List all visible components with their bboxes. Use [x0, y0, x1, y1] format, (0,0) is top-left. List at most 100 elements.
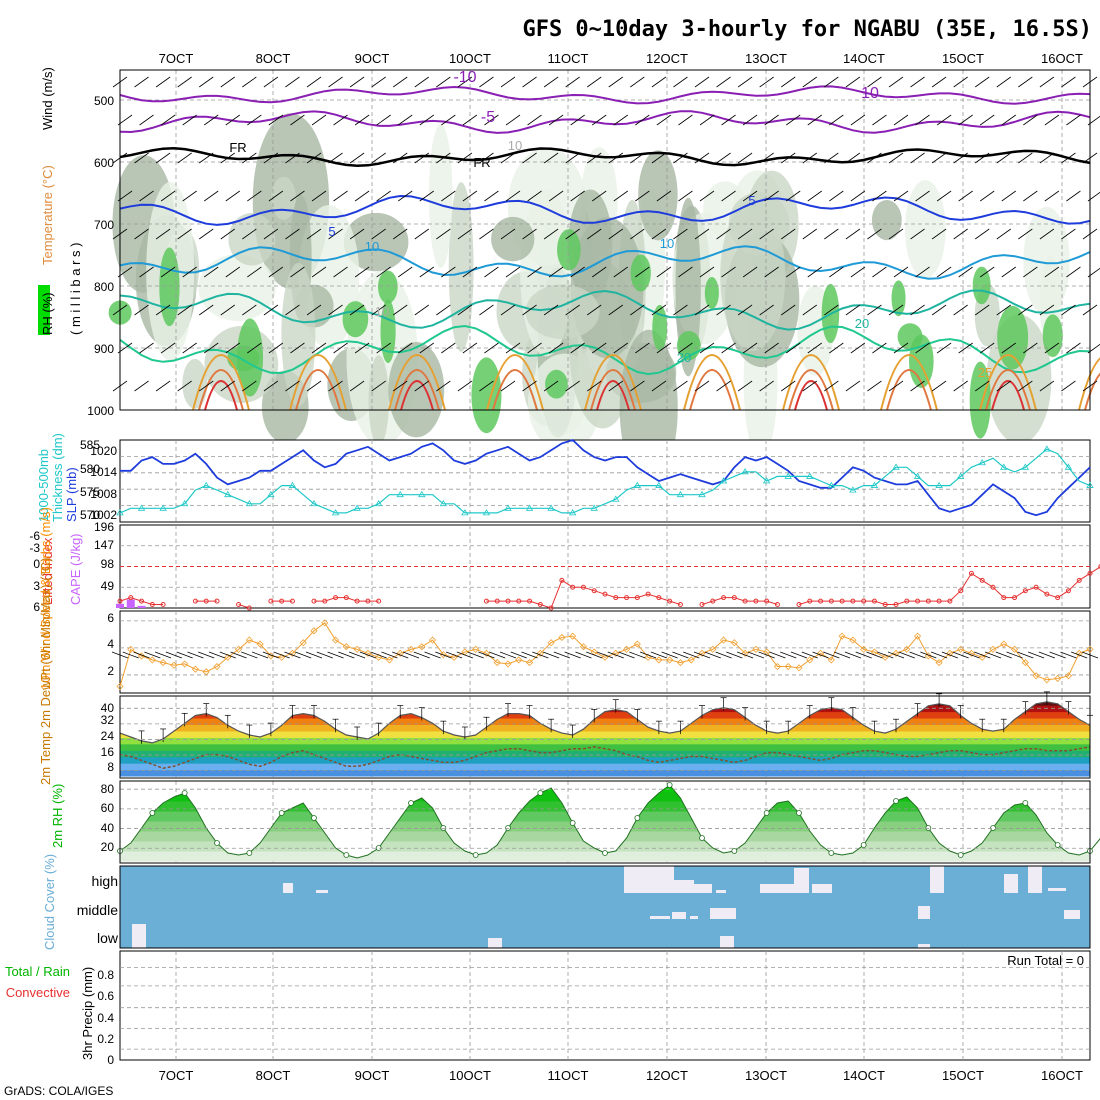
wind-speed-marker [299, 639, 307, 647]
wind-barb [333, 190, 348, 202]
wind-barb [247, 190, 262, 202]
wind-barb [565, 152, 580, 164]
wind-barb [338, 651, 355, 659]
wind-barb [737, 228, 753, 240]
li-marker [322, 598, 328, 604]
wind-barb [910, 304, 925, 316]
wind-speed-marker [493, 659, 501, 667]
wind-barb [699, 266, 715, 278]
temp-line [119, 701, 1091, 744]
wind-barb [764, 266, 779, 278]
wind-barb [242, 76, 257, 88]
wind-barb [548, 114, 564, 126]
wind-barb [543, 76, 559, 88]
contour-label: FR [229, 140, 246, 155]
wind-barb [155, 228, 171, 240]
wind-speed-marker [579, 643, 588, 651]
rh2m-marker [569, 820, 576, 826]
li-marker [365, 598, 371, 604]
thickness-marker [202, 481, 210, 488]
wind-speed-marker [224, 653, 232, 661]
wind-barb [457, 76, 473, 88]
wind-barb [111, 651, 129, 659]
wind-barb [764, 114, 779, 126]
wind-barb [290, 266, 305, 278]
bottom-date-axis: 7OCT 8OCT 9OCT 10OCT 11OCT 12OCT 13OCT 14OCT 15O… [159, 1068, 1083, 1083]
rh2m-marker [278, 810, 285, 816]
wind-barb [134, 304, 149, 316]
wind-barb [436, 152, 451, 164]
thickness-marker [374, 500, 383, 507]
rh2m-marker [828, 850, 835, 856]
wind-barb [198, 76, 214, 88]
wind-speed-marker [245, 636, 253, 644]
wind-barb [177, 380, 192, 392]
wind-barb [225, 342, 241, 354]
li-marker [677, 602, 683, 608]
warm-isotherm [788, 369, 834, 411]
wind-speed-marker [482, 649, 491, 657]
wind-barb [716, 152, 731, 164]
wind-barb [591, 114, 607, 126]
wind-speed-marker [159, 659, 167, 667]
wind-barb [479, 304, 494, 316]
li-label: Lifted Index [40, 537, 55, 605]
wind-barb [548, 266, 564, 278]
wind-speed-marker [784, 662, 792, 671]
rh-shade-blob [343, 212, 409, 272]
wind-speed-marker [1054, 674, 1062, 683]
wind-barb [376, 342, 391, 354]
wind-barb [208, 651, 226, 659]
wind-barb [306, 304, 322, 316]
wind-barb [543, 228, 559, 240]
rh2m-marker [408, 800, 414, 806]
wind-barb [134, 380, 149, 392]
wind-barb [742, 114, 758, 126]
wind-barb [564, 651, 581, 659]
wind-barb [608, 380, 624, 392]
slp-tick-label: 1008 [90, 487, 117, 501]
li-marker [850, 598, 856, 604]
temp-band [120, 737, 1090, 745]
wind-barb [441, 190, 456, 202]
top-date-label: 13OCT [745, 51, 787, 66]
li-marker [527, 598, 533, 604]
wind-barb [441, 114, 456, 126]
rh2m-marker [957, 852, 964, 858]
thickness-marker [870, 481, 879, 488]
wind-barb [915, 114, 930, 126]
wind-barb [220, 304, 236, 316]
wind-barb [505, 114, 521, 126]
wind-barb [553, 651, 571, 659]
wind-barb [220, 76, 236, 88]
li-marker [1012, 595, 1018, 601]
wind-barb [467, 651, 484, 659]
wind-barb [910, 152, 925, 164]
rh-shade-blob [491, 216, 535, 262]
wind-barb [160, 114, 176, 126]
wind-barb [651, 152, 667, 164]
wind-barb [1001, 114, 1017, 126]
rh-high-blob [972, 266, 991, 305]
rh2m-marker [1022, 800, 1029, 806]
wind-barb [268, 342, 284, 354]
isotherm-line [119, 289, 1091, 331]
rh2m-label: 2m RH (%) [50, 784, 65, 848]
top-date-label: 7OCT [159, 51, 194, 66]
rh2m-marker [763, 810, 770, 816]
wind-barb [543, 304, 559, 316]
wind-barb [333, 266, 348, 278]
wind-speed-marker [256, 640, 264, 648]
wind-barb [263, 228, 279, 240]
warm-isotherm [584, 354, 642, 411]
li-marker [192, 598, 198, 604]
wind-barb [1066, 342, 1081, 354]
warm-isotherm [198, 369, 244, 411]
wind-speed-marker [310, 627, 318, 635]
wind-barb [694, 304, 710, 316]
wind-barb [586, 651, 603, 659]
rh-high-blob [997, 305, 1029, 370]
wind-barb [807, 342, 823, 354]
cape-bar [116, 603, 124, 608]
thickness-marker [310, 500, 318, 507]
